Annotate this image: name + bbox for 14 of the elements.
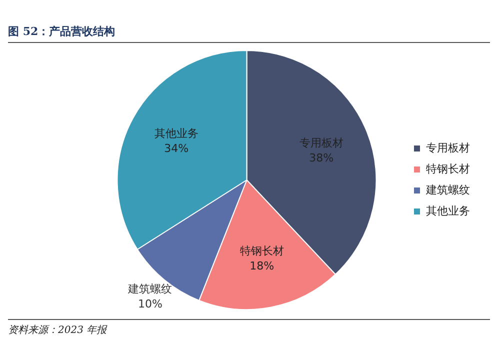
data-label: 18% bbox=[250, 260, 274, 273]
slice-label: 其他业务 bbox=[154, 127, 198, 140]
data-label: 34% bbox=[164, 142, 189, 156]
chart-title: 图 52：产品营收结构 bbox=[8, 24, 490, 43]
legend-label: 其他业务 bbox=[426, 204, 470, 218]
data-label: 38% bbox=[309, 151, 334, 164]
legend-label: 建筑螺纹 bbox=[425, 183, 470, 196]
legend-label: 专用板材 bbox=[426, 141, 470, 154]
legend-label: 特钢长材 bbox=[426, 162, 470, 176]
slice-label: 建筑螺纹 bbox=[127, 282, 172, 296]
data-label: 10% bbox=[138, 298, 162, 311]
slice-label: 专用板材 bbox=[299, 136, 344, 150]
text: 资料来源：2023 年报 bbox=[8, 319, 490, 337]
slice-label: 特钢长材 bbox=[240, 244, 284, 258]
